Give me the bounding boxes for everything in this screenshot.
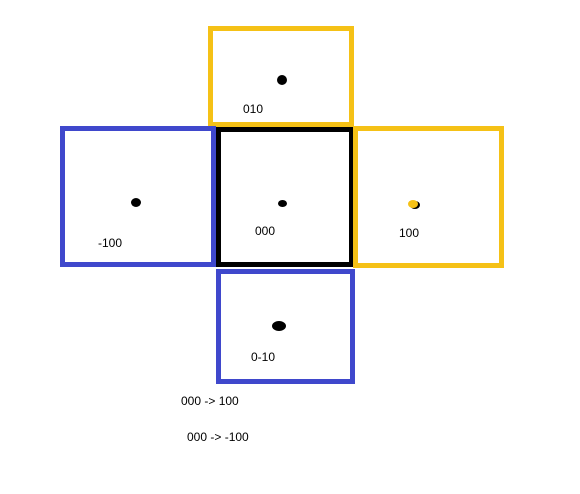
cell-bottom-dot xyxy=(272,321,286,331)
cell-left-dot xyxy=(131,198,141,207)
cell-top-dot xyxy=(277,75,287,85)
note-transition-2: 000 -> -100 xyxy=(187,430,249,444)
cell-center: 000 xyxy=(216,127,354,267)
cell-center-label: 000 xyxy=(255,224,276,238)
cell-bottom: 0-10 xyxy=(216,269,355,384)
cell-top: 010 xyxy=(208,26,354,127)
cell-left-label: -100 xyxy=(98,236,123,250)
cell-right-label: 100 xyxy=(399,226,420,240)
cell-left: -100 xyxy=(60,126,216,267)
note-transition-1: 000 -> 100 xyxy=(181,394,239,408)
cell-top-label: 010 xyxy=(243,102,264,116)
cell-center-dot xyxy=(278,200,287,207)
cell-right: 100 xyxy=(353,126,504,268)
cell-right-dot xyxy=(408,200,418,208)
cell-bottom-label: 0-10 xyxy=(251,350,276,363)
